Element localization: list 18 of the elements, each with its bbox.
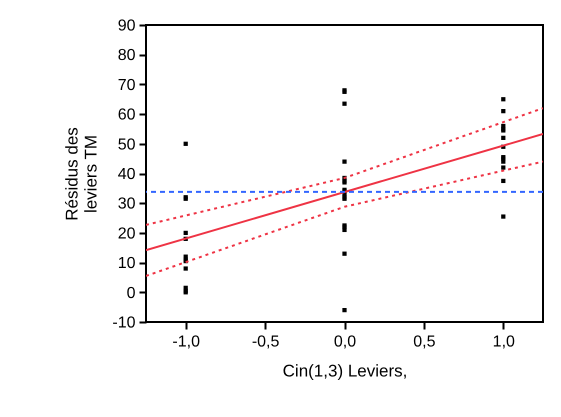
y-tick-label: 40 [118,166,136,183]
y-tick-label: 20 [118,225,136,242]
x-axis-title: Cin(1,3) Leviers, [282,362,408,380]
y-tick-label: 80 [118,47,136,64]
x-tick-label: -0,5 [252,334,280,350]
y-tick-label: 50 [118,136,136,154]
x-tick-label: 0,0 [334,334,356,350]
y-tick-label: 0 [126,284,136,302]
x-tick-label: 0,5 [413,334,436,350]
x-tick-label: 1,0 [492,334,516,350]
y-tick-label: 90 [118,18,136,34]
y-tick-label: 70 [118,76,136,94]
y-tick-label: -10 [112,314,136,332]
y-axis-title: Résidus des leviers TM [62,127,100,221]
y-tick-label: 10 [118,255,136,272]
y-tick-label: 30 [118,196,136,213]
y-tick-label: 60 [118,106,136,124]
x-tick-label: -1,0 [172,334,200,350]
